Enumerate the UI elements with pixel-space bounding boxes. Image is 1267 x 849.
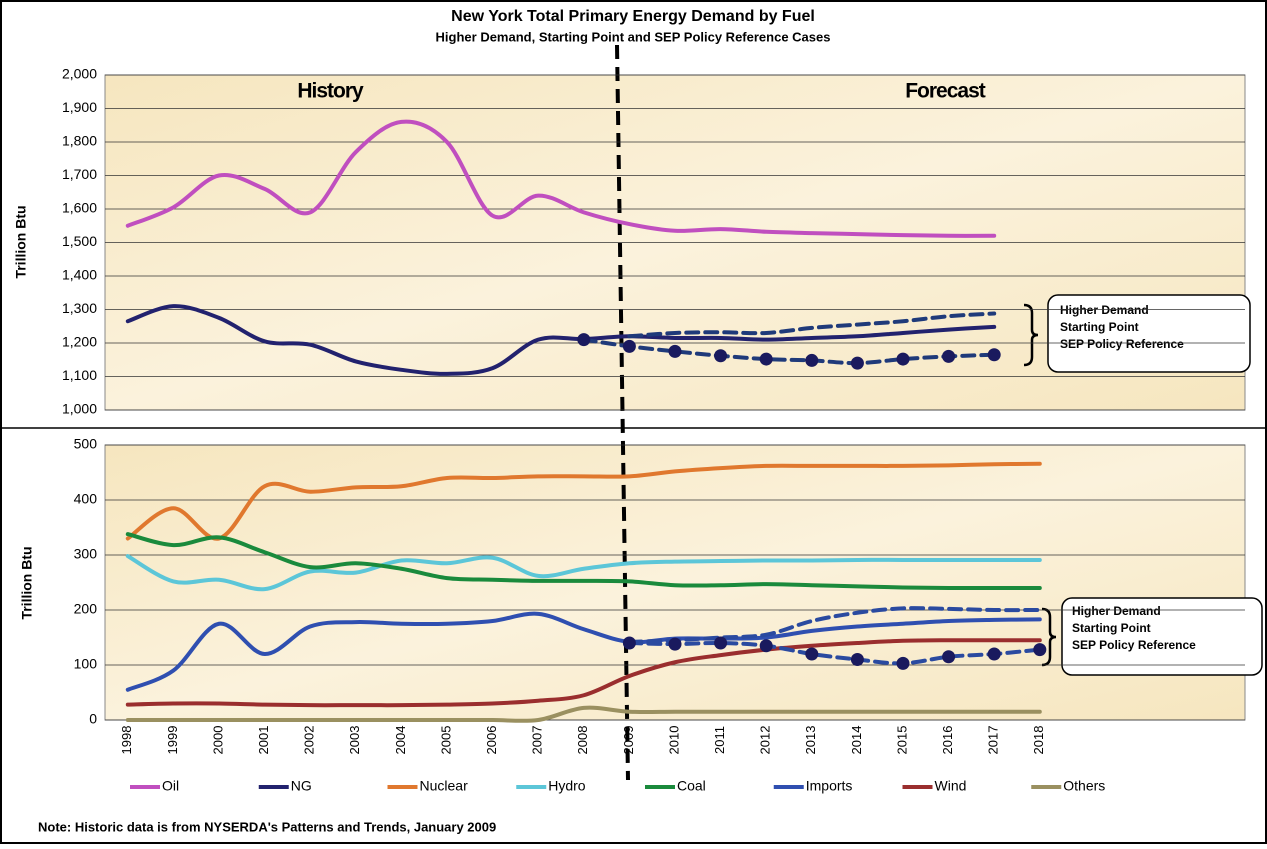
- legend-label: Imports: [806, 778, 853, 794]
- case-label: Higher Demand: [1072, 604, 1161, 618]
- brace: [1041, 607, 1057, 667]
- y-tick-label: 2,000: [62, 66, 97, 82]
- chart-subtitle: Higher Demand, Starting Point and SEP Po…: [436, 29, 831, 44]
- x-tick-label: 2013: [803, 726, 818, 755]
- x-tick-label: 2009: [621, 726, 636, 755]
- x-tick-label: 2012: [758, 726, 773, 755]
- line: [125, 461, 1042, 541]
- x-tick-label: 1999: [165, 726, 180, 755]
- line: [125, 705, 1042, 723]
- x-tick-label: 2008: [575, 726, 590, 755]
- legend-label: Others: [1063, 778, 1105, 794]
- case-box: [1047, 294, 1251, 373]
- x-tick-label: 2011: [712, 726, 727, 754]
- marker: [577, 333, 591, 347]
- x-tick-label: 2007: [530, 726, 545, 755]
- dashed-line: [581, 337, 997, 366]
- y-tick-label: 1,400: [62, 267, 97, 283]
- x-tick-label: 2006: [484, 726, 499, 755]
- y-tick-label: 1,000: [62, 401, 97, 417]
- y-tick-label: 1,100: [62, 367, 97, 383]
- y-tick-label: 1,600: [62, 200, 97, 216]
- case-box: [1061, 597, 1263, 676]
- marker: [805, 647, 819, 661]
- case-label: SEP Policy Reference: [1072, 638, 1196, 652]
- x-tick-label: 2018: [1031, 726, 1046, 755]
- marker: [896, 352, 910, 366]
- y-tick-label: 1,700: [62, 166, 97, 182]
- marker: [942, 650, 956, 664]
- marker: [759, 352, 773, 366]
- line: [125, 304, 997, 376]
- y-tick-label: 100: [74, 656, 98, 672]
- line: [125, 638, 1042, 708]
- legend-label: Hydro: [548, 778, 586, 794]
- y-tick-label: 200: [74, 601, 98, 617]
- y-tick-label: 400: [74, 491, 98, 507]
- plot-area: [104, 444, 1246, 721]
- marker: [805, 353, 819, 367]
- note: Note: Historic data is from NYSERDA's Pa…: [38, 819, 496, 834]
- case-label: Starting Point: [1072, 621, 1151, 635]
- case-label: Starting Point: [1060, 320, 1139, 334]
- y-tick-label: 1,900: [62, 99, 97, 115]
- y-tick-label: 1,500: [62, 233, 97, 249]
- marker: [987, 647, 1001, 661]
- marker: [850, 653, 864, 666]
- dashed-line: [627, 640, 1042, 666]
- marks: 1,000 1,100 1,200 1,300 1,400 1,500 1,600 1,700…: [62, 66, 1245, 794]
- y-tick-label: 1,800: [62, 133, 97, 149]
- x-tick-label: 1998: [119, 726, 134, 755]
- y-tick-label: 0: [89, 711, 97, 727]
- x-tick-label: 2016: [940, 726, 955, 755]
- line: [125, 532, 1042, 591]
- marker: [987, 348, 1001, 362]
- dashed-line: [627, 311, 997, 339]
- marker: [942, 349, 956, 363]
- annotation: History: [297, 80, 364, 103]
- x-tick-label: 2005: [438, 726, 453, 755]
- legend-label: NG: [291, 778, 312, 794]
- line: [125, 611, 1042, 692]
- case-label: SEP Policy Reference: [1060, 337, 1184, 351]
- x-tick-label: 2010: [666, 726, 681, 755]
- marker: [668, 637, 682, 651]
- dashed-line: [627, 606, 1042, 644]
- line: [125, 119, 997, 238]
- case-label: Higher Demand: [1060, 303, 1149, 317]
- x-tick-label: 2001: [256, 726, 271, 755]
- marker: [759, 639, 773, 653]
- legend-label: Wind: [935, 778, 967, 794]
- x-tick-label: 2003: [347, 726, 362, 755]
- chart-title: New York Total Primary Energy Demand by …: [451, 8, 815, 25]
- forecast-divider: [615, 44, 630, 781]
- x-tick-label: 2002: [302, 726, 317, 755]
- x-tick-label: 2000: [210, 726, 225, 755]
- line: [125, 554, 1042, 592]
- marker: [1033, 643, 1047, 657]
- marker: [622, 339, 636, 353]
- y-tick-label: 300: [74, 546, 98, 562]
- y-axis-label: Trillion Btu: [13, 205, 29, 278]
- y-tick-label: 1,200: [62, 334, 97, 350]
- x-tick-label: 2015: [894, 726, 909, 755]
- marker: [622, 636, 636, 650]
- legend-label: Coal: [677, 778, 706, 794]
- y-axis-label: Trillion Btu: [19, 546, 35, 619]
- legend-label: Nuclear: [420, 778, 469, 794]
- annotation: Forecast: [905, 80, 986, 103]
- marker: [714, 349, 728, 363]
- marker: [896, 656, 910, 670]
- y-tick-label: 1,300: [62, 300, 97, 316]
- marker: [668, 344, 682, 358]
- x-tick-label: 2004: [393, 726, 408, 755]
- marker: [850, 356, 864, 370]
- marker: [714, 636, 728, 650]
- legend-label: Oil: [162, 778, 179, 794]
- y-tick-label: 500: [74, 436, 98, 452]
- x-tick-label: 2014: [849, 726, 864, 755]
- x-tick-label: 2017: [986, 726, 1001, 755]
